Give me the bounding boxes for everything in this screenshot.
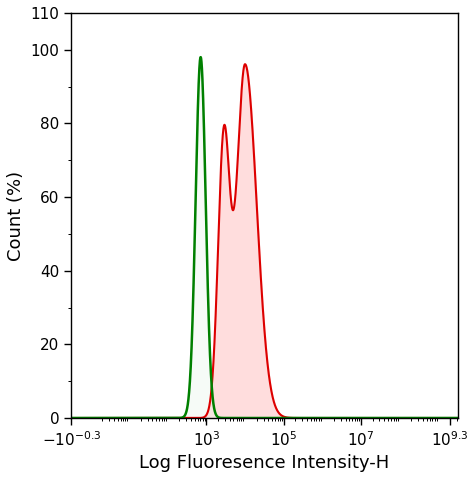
Y-axis label: Count (%): Count (%) [7,171,25,261]
X-axis label: Log Fluoresence Intensity-H: Log Fluoresence Intensity-H [139,454,389,472]
